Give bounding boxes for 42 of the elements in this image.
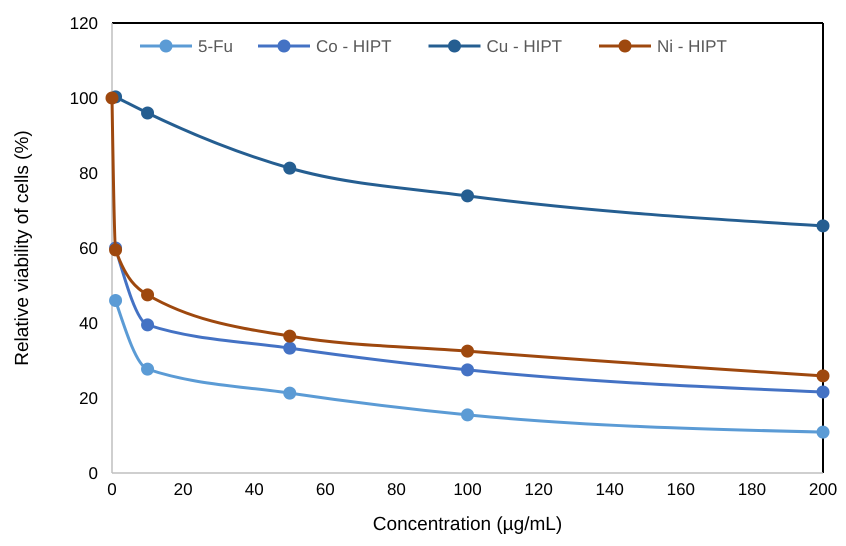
- y-tick-label: 40: [79, 314, 98, 333]
- y-tick-label: 80: [79, 164, 98, 183]
- y-tick-label: 60: [79, 239, 98, 258]
- x-tick-label: 0: [107, 480, 117, 499]
- legend-label: Cu - HIPT: [486, 37, 562, 56]
- point: [109, 294, 122, 307]
- x-tick-label: 60: [316, 480, 335, 499]
- y-tick-label: 0: [88, 464, 98, 483]
- legend-label: 5-Fu: [198, 37, 233, 56]
- x-tick-label: 200: [808, 480, 838, 499]
- legend-label: Ni - HIPT: [657, 37, 727, 56]
- x-tick-label: 100: [453, 480, 482, 499]
- x-tick-label: 40: [244, 480, 264, 499]
- x-tick-label: 80: [386, 480, 406, 499]
- point: [283, 162, 296, 175]
- point: [141, 362, 154, 376]
- point: [816, 426, 830, 439]
- point: [106, 92, 118, 104]
- point: [141, 318, 154, 332]
- x-axis-title: Concentration (µg/mL): [372, 514, 562, 535]
- point: [461, 189, 474, 202]
- point: [461, 408, 474, 422]
- y-axis-title: Relative viability of cells (%): [12, 130, 33, 366]
- y-tick-label: 100: [70, 89, 98, 108]
- point: [141, 106, 154, 120]
- point: [141, 288, 154, 302]
- x-tick-label: 140: [596, 480, 624, 499]
- point: [283, 386, 296, 400]
- point: [461, 363, 474, 376]
- point: [283, 342, 296, 355]
- legend-label: Co - HIPT: [316, 37, 392, 56]
- x-tick-label: 20: [174, 480, 193, 499]
- y-tick-label: 20: [79, 389, 98, 408]
- x-tick-label: 160: [666, 480, 695, 499]
- point: [816, 369, 830, 382]
- point: [283, 330, 296, 343]
- point: [461, 344, 474, 358]
- x-tick-label: 120: [524, 480, 553, 499]
- point: [816, 219, 830, 232]
- x-tick-label: 180: [738, 480, 766, 499]
- point: [816, 386, 830, 398]
- y-tick-label: 120: [70, 14, 98, 33]
